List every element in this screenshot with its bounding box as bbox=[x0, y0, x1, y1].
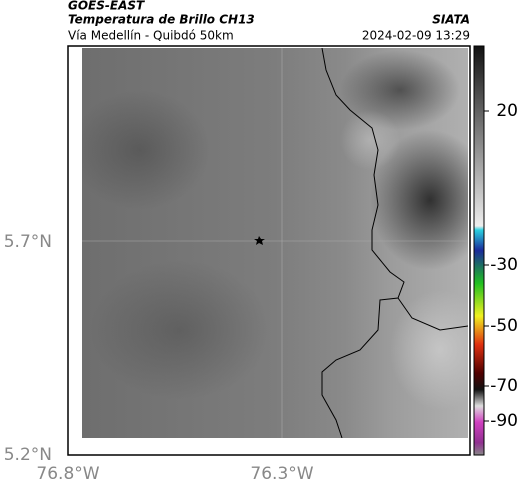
source: SIATA bbox=[432, 13, 470, 27]
timestamp: 2024-02-09 13:29 bbox=[362, 29, 470, 43]
route: Vía Medellín - Quibdó 50km bbox=[68, 29, 234, 43]
satellite-image bbox=[82, 48, 468, 438]
colorbar-tick-label: -30 bbox=[490, 255, 518, 275]
colorbar-tick-label: -90 bbox=[490, 411, 518, 431]
axis-labels: 5.7°N 5.2°N 76.8°W 76.3°W bbox=[4, 232, 314, 484]
lon-label: 76.3°W bbox=[250, 464, 313, 484]
map-frame bbox=[67, 45, 471, 456]
lat-label: 5.2°N bbox=[4, 445, 52, 465]
location-marker bbox=[254, 236, 265, 245]
title: Temperatura de Brillo CH13 bbox=[68, 13, 255, 27]
colorbar-tick-label: 20 bbox=[496, 101, 518, 121]
product: GOES-EAST bbox=[68, 0, 145, 13]
colorbar-tick-label: -70 bbox=[490, 376, 518, 396]
lon-label: 76.8°W bbox=[36, 464, 99, 484]
lat-label: 5.7°N bbox=[4, 232, 52, 252]
colorbar-tick-label: -50 bbox=[490, 316, 518, 336]
colorbar bbox=[473, 45, 485, 456]
